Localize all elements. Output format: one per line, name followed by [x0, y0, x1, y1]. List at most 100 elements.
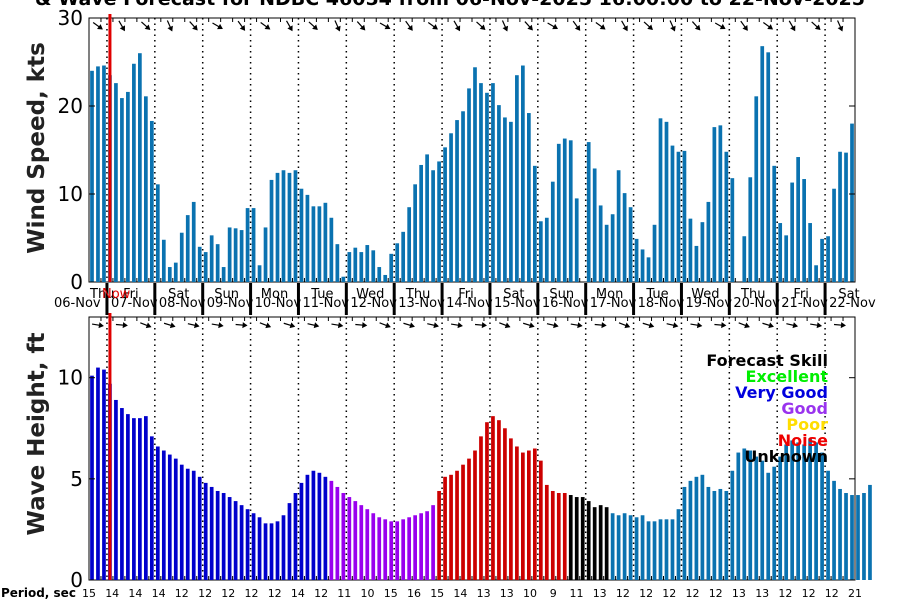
bar [808, 438, 812, 580]
bar [371, 250, 376, 282]
bar [832, 188, 836, 282]
bar [664, 121, 669, 282]
direction-arrow [379, 322, 391, 329]
arrow-head [479, 24, 486, 31]
direction-arrow [570, 322, 583, 329]
date-label: 16-Nov [542, 296, 589, 311]
bar [754, 96, 759, 282]
direction-arrow [833, 322, 846, 329]
bar [161, 239, 166, 282]
bar [748, 450, 753, 580]
direction-arrow [762, 21, 774, 30]
date-label: 06-Nov [54, 296, 101, 311]
arrow-head [407, 25, 413, 31]
bar [568, 495, 573, 580]
legend-item-poor: Poor [786, 415, 828, 434]
bar [473, 67, 477, 282]
bar [191, 470, 196, 580]
arrow-head [672, 322, 679, 329]
period-label: 10 [523, 587, 537, 600]
bar [245, 509, 250, 580]
bar [838, 151, 842, 282]
bar [796, 157, 800, 282]
period-label: 13 [755, 587, 769, 600]
bar [132, 418, 136, 580]
arrow-head [624, 322, 631, 329]
bar [185, 215, 190, 282]
bar [730, 470, 735, 580]
bar [197, 246, 202, 282]
day-name-label: Thu [405, 287, 430, 302]
bar [287, 503, 292, 580]
bar [538, 460, 543, 580]
bar [772, 466, 777, 580]
day-name-label: Fri [123, 287, 139, 302]
bar [144, 416, 148, 580]
bar [359, 505, 364, 580]
bar [598, 205, 603, 282]
direction-arrow [140, 322, 152, 329]
bar [718, 488, 723, 580]
bar [485, 92, 489, 282]
bar [467, 88, 471, 283]
direction-arrow [379, 22, 391, 30]
bar [377, 517, 382, 580]
bar [221, 493, 226, 580]
bar [485, 422, 489, 580]
bar [305, 194, 310, 282]
bar [527, 113, 531, 282]
bar [293, 170, 298, 282]
y-tick-label: 20 [58, 94, 83, 118]
bar [515, 446, 519, 580]
bar [395, 521, 400, 580]
bar [155, 446, 160, 580]
bar [550, 490, 555, 580]
bar [736, 452, 741, 580]
arrow-head [192, 24, 198, 31]
bar [90, 70, 94, 282]
date-label: 13-Nov [398, 296, 445, 311]
bar [694, 245, 699, 282]
arrow-head [385, 322, 391, 329]
date-label: 09-Nov [207, 296, 254, 311]
direction-arrow [618, 322, 631, 329]
direction-arrow [501, 20, 509, 32]
bar [185, 468, 190, 580]
bar [826, 470, 830, 580]
bar [562, 138, 567, 282]
arrow-head [502, 25, 509, 32]
bar [766, 472, 771, 580]
period-label: 12 [175, 587, 189, 600]
bar [790, 182, 795, 282]
period-label: 10 [361, 587, 375, 600]
bar [317, 472, 322, 580]
arrow-head [313, 322, 320, 329]
bar [299, 482, 304, 580]
arrow-head [218, 322, 224, 329]
direction-arrow [594, 322, 607, 329]
bar [126, 414, 130, 580]
bar [431, 170, 435, 282]
bar [862, 493, 866, 580]
arrow-head [599, 24, 606, 30]
bar [586, 501, 591, 580]
bar [311, 206, 316, 282]
bar [335, 486, 340, 580]
period-label: 12 [221, 587, 235, 600]
day-name-label: Tue [645, 287, 668, 302]
direction-arrow [259, 322, 272, 329]
bar [149, 120, 154, 283]
period-label: 13 [500, 587, 514, 600]
bar [676, 509, 681, 580]
bar [461, 464, 465, 580]
day-name-label: Fri [458, 287, 474, 302]
arrow-head [767, 24, 774, 30]
bar [718, 125, 723, 282]
arrow-head [622, 25, 628, 32]
bar [491, 83, 495, 283]
date-label: 22-Nov [829, 296, 876, 311]
direction-arrow [837, 20, 844, 32]
bar [161, 450, 166, 580]
bar [179, 232, 184, 282]
direction-arrow [285, 20, 293, 32]
